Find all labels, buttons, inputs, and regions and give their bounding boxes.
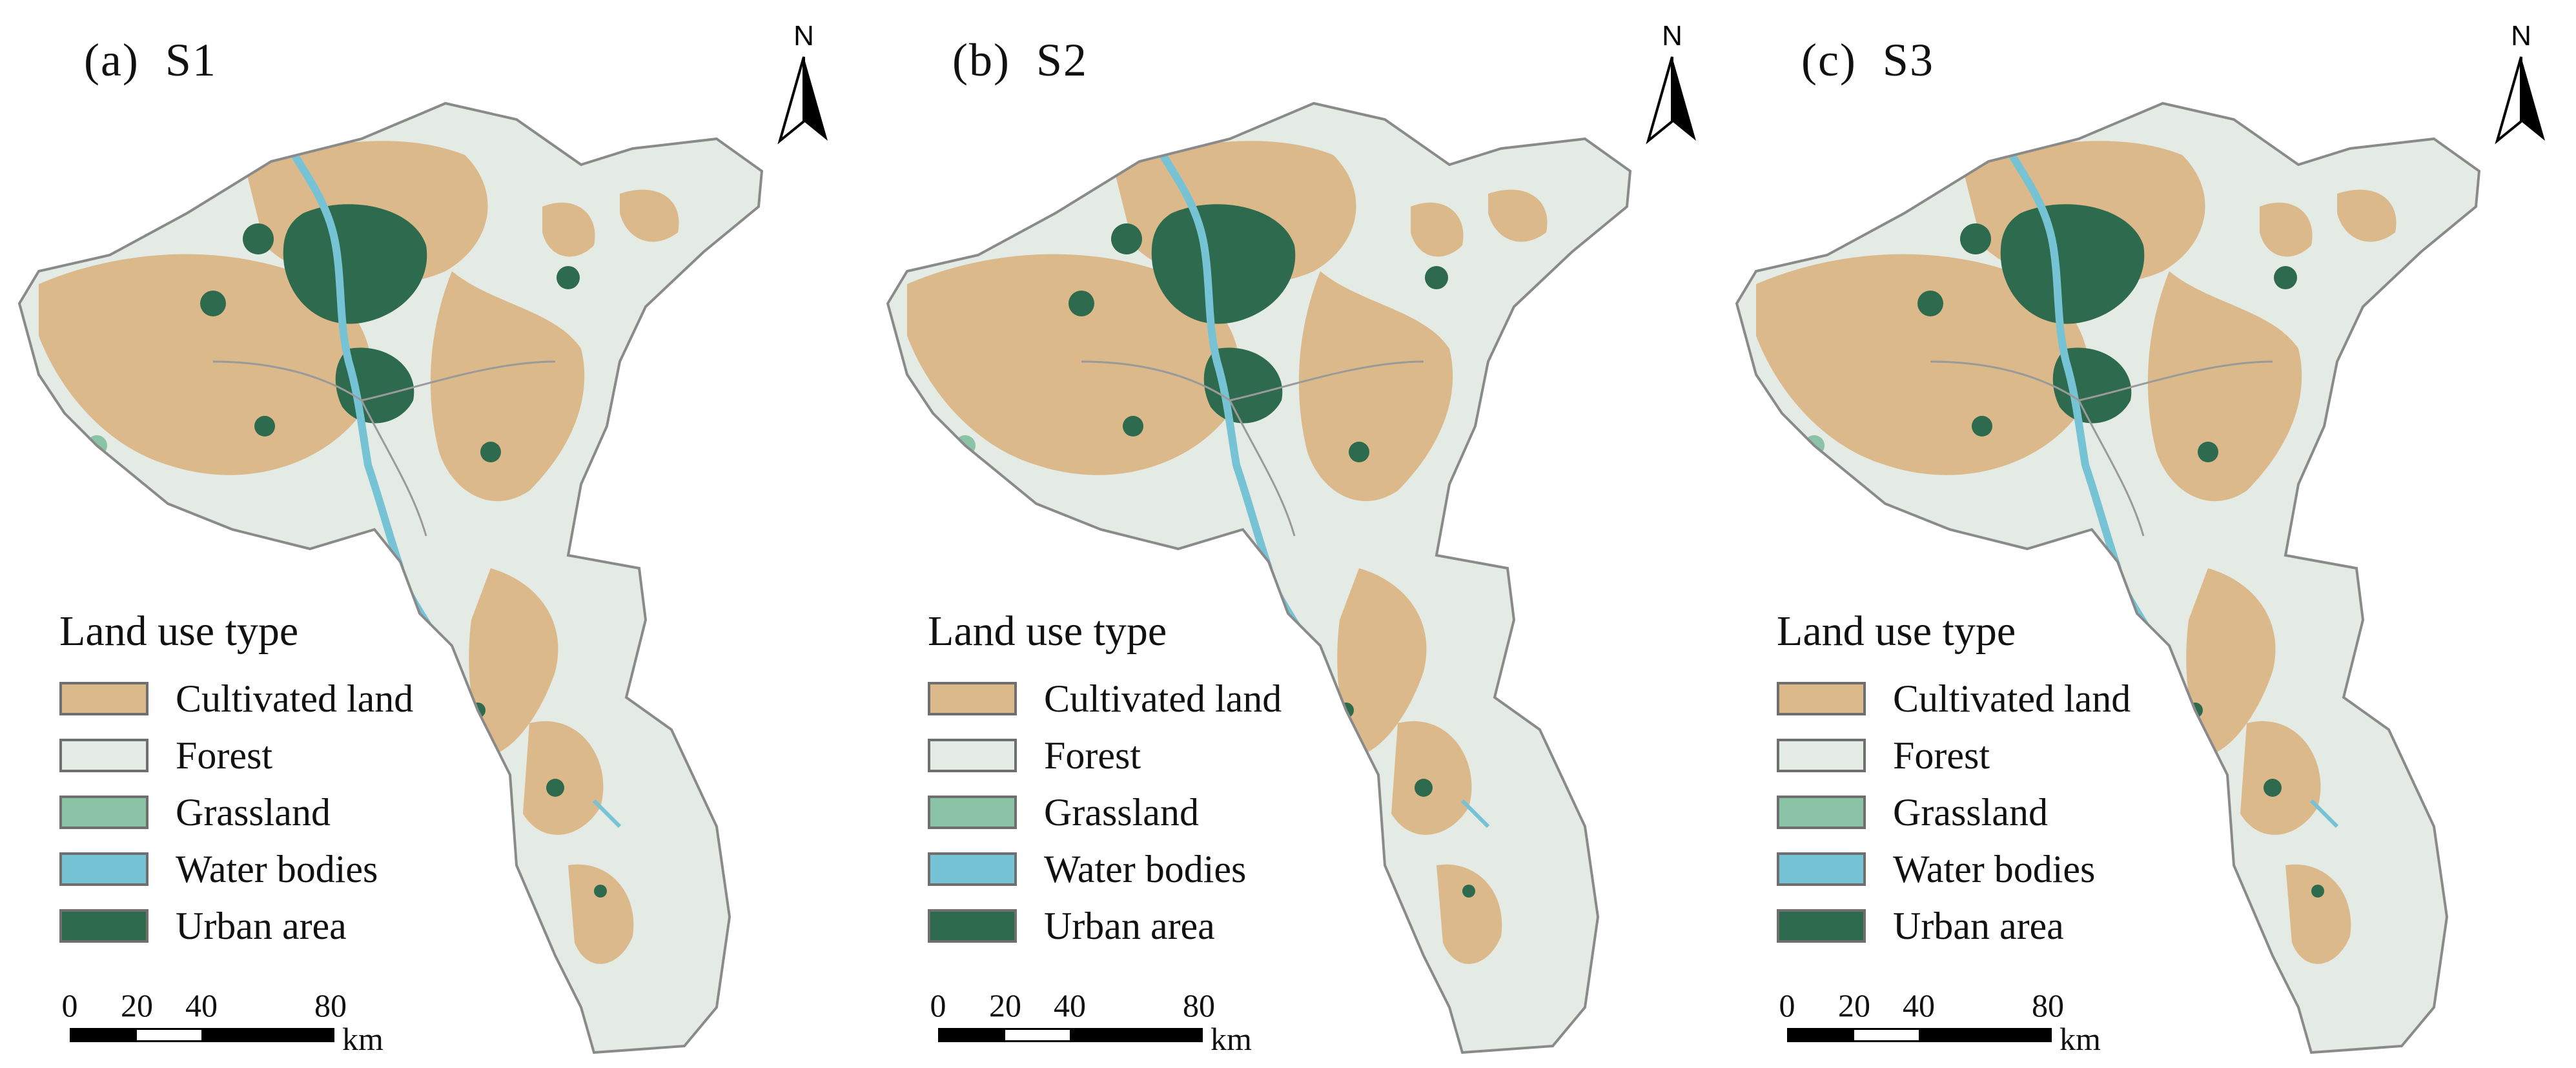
- legend-item-water: Water bodies: [1777, 841, 2131, 898]
- legend-label: Forest: [1044, 734, 1141, 777]
- scale-unit: km: [2060, 1021, 2101, 1057]
- legend-title: Land use type: [928, 608, 1167, 655]
- scale-bar-segment: [137, 1030, 201, 1040]
- legend-item-urban: Urban area: [928, 898, 1282, 954]
- legend-label: Forest: [1893, 734, 1990, 777]
- legend: Land use type Cultivated land Forest Gra…: [1777, 607, 2131, 954]
- scale-tick: 40: [185, 987, 218, 1023]
- legend-item-forest: Forest: [1777, 727, 2131, 784]
- scale-tick: 0: [1779, 987, 1795, 1023]
- legend-item-forest: Forest: [928, 727, 1282, 784]
- legend-label: Water bodies: [1044, 847, 1247, 890]
- legend-label: Urban area: [1044, 904, 1215, 947]
- legend: Land use type Cultivated land Forest Gra…: [59, 607, 413, 954]
- legend-label: Cultivated land: [176, 677, 414, 720]
- legend-label: Forest: [176, 734, 272, 777]
- legend-item-grassland: Grassland: [59, 784, 413, 841]
- legend-label: Urban area: [1893, 904, 2064, 947]
- scale-tick: 40: [1903, 987, 1935, 1023]
- scale-unit: km: [342, 1021, 383, 1057]
- scale-tick: 80: [2032, 987, 2064, 1023]
- legend-item-cultivated: Cultivated land: [1777, 670, 2131, 727]
- swatch-water: [59, 852, 148, 886]
- legend-label: Water bodies: [1893, 847, 2096, 890]
- north-label: N: [2511, 20, 2531, 52]
- swatch-cultivated: [1777, 682, 1866, 715]
- scale-tick: 0: [61, 987, 78, 1023]
- scale-bar-segment: [1005, 1030, 1070, 1040]
- legend-item-grassland: Grassland: [1777, 784, 2131, 841]
- panel-label: (c) S3: [1801, 34, 1934, 86]
- scale-bar-line: [938, 1028, 1203, 1042]
- legend-label: Cultivated land: [1044, 677, 1282, 720]
- scale-tick: 20: [121, 987, 153, 1023]
- north-arrow-icon: N: [775, 18, 833, 147]
- scale-tick: 20: [989, 987, 1021, 1023]
- swatch-forest: [1777, 739, 1866, 772]
- swatch-urban: [1777, 909, 1866, 943]
- scale-bar-segment: [1854, 1030, 1919, 1040]
- legend-label: Grassland: [1044, 790, 1199, 834]
- scale-tick: 20: [1838, 987, 1870, 1023]
- legend-label: Grassland: [1893, 790, 2048, 834]
- legend-item-cultivated: Cultivated land: [928, 670, 1282, 727]
- swatch-forest: [59, 739, 148, 772]
- north-label: N: [793, 20, 814, 52]
- panel-label: (a) S1: [84, 34, 217, 86]
- legend-label: Grassland: [176, 790, 331, 834]
- swatch-grassland: [928, 796, 1017, 829]
- swatch-forest: [928, 739, 1017, 772]
- swatch-cultivated: [59, 682, 148, 715]
- map-panel-s1: (a) S1 N Land use type Cultivated land F…: [0, 0, 859, 1068]
- legend-label: Urban area: [176, 904, 347, 947]
- north-label: N: [1662, 20, 1682, 52]
- swatch-urban: [59, 909, 148, 943]
- swatch-water: [1777, 852, 1866, 886]
- scale-bar: 0 20 40 80 km: [1779, 987, 2182, 1058]
- scale-bar: 0 20 40 80 km: [930, 987, 1333, 1058]
- legend-label: Water bodies: [176, 847, 378, 890]
- swatch-grassland: [59, 796, 148, 829]
- swatch-grassland: [1777, 796, 1866, 829]
- legend-item-water: Water bodies: [928, 841, 1282, 898]
- map-panel-s3: (c) S3 N Land use type Cultivated land F…: [1717, 0, 2576, 1068]
- scale-bar-line: [1787, 1028, 2052, 1042]
- legend-item-urban: Urban area: [1777, 898, 2131, 954]
- legend-title: Land use type: [59, 608, 299, 655]
- north-arrow-icon: N: [2492, 18, 2550, 147]
- legend-item-forest: Forest: [59, 727, 413, 784]
- swatch-urban: [928, 909, 1017, 943]
- scale-tick: 80: [1183, 987, 1215, 1023]
- scale-tick: 0: [930, 987, 946, 1023]
- panel-label: (b) S2: [952, 34, 1088, 86]
- scale-unit: km: [1211, 1021, 1252, 1057]
- legend-item-grassland: Grassland: [928, 784, 1282, 841]
- scale-tick: 80: [314, 987, 347, 1023]
- map-panel-s2: (b) S2 N Land use type Cultivated land F…: [868, 0, 1727, 1068]
- legend-title: Land use type: [1777, 608, 2016, 655]
- scale-bar: 0 20 40 80 km: [61, 987, 465, 1058]
- legend-item-water: Water bodies: [59, 841, 413, 898]
- north-arrow-icon: N: [1643, 18, 1701, 147]
- swatch-cultivated: [928, 682, 1017, 715]
- swatch-water: [928, 852, 1017, 886]
- legend-label: Cultivated land: [1893, 677, 2131, 720]
- legend-item-urban: Urban area: [59, 898, 413, 954]
- legend: Land use type Cultivated land Forest Gra…: [928, 607, 1282, 954]
- scale-bar-line: [70, 1028, 334, 1042]
- scale-tick: 40: [1054, 987, 1086, 1023]
- legend-item-cultivated: Cultivated land: [59, 670, 413, 727]
